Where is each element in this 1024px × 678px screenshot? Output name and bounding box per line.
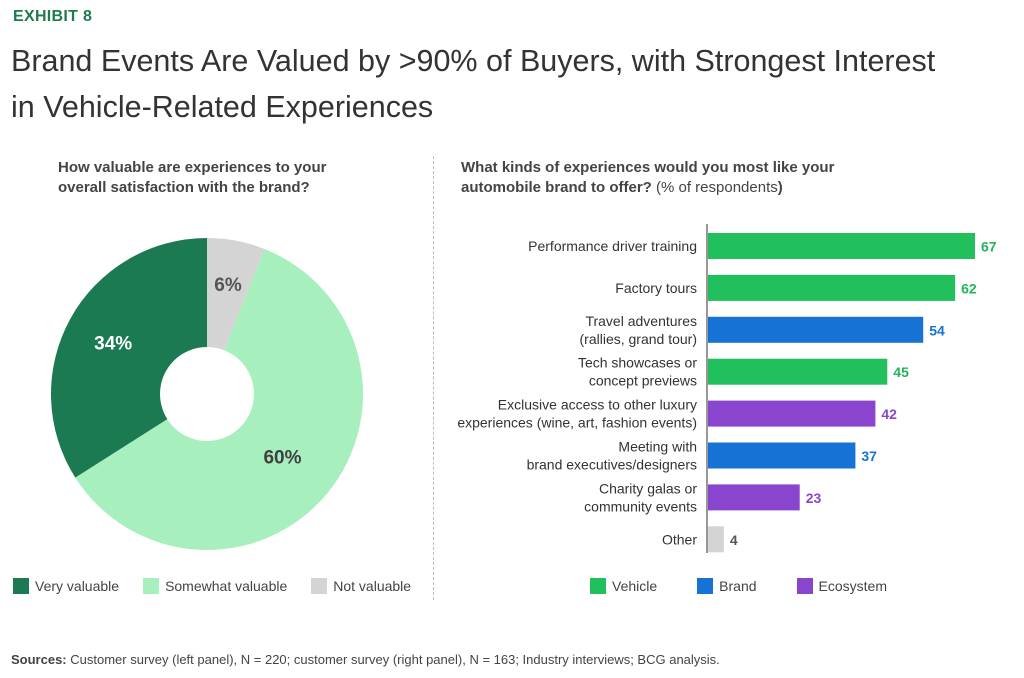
right-question-close: ) [777,179,783,196]
left-panel-question: How valuable are experiences to your ove… [58,158,368,198]
bar-category-label: brand executives/designers [527,457,697,473]
pie-label-not-valuable: 6% [214,275,242,296]
title-line-2: in Vehicle-Related Experiences [11,90,434,124]
pie-label-somewhat-valuable: 60% [263,448,301,469]
left-question-line-2: overall satisfaction with the brand? [58,179,310,196]
legend-item-brand: Brand [697,578,757,594]
bar-legend: Vehicle Brand Ecosystem [590,578,927,594]
bar-value-label: 54 [929,322,945,338]
legend-item-very-valuable: Very valuable [13,578,119,594]
legend-label-very-valuable: Very valuable [35,578,120,594]
legend-swatch-not-valuable [311,578,328,594]
legend-label-somewhat-valuable: Somewhat valuable [165,578,288,594]
panel-divider [433,156,434,600]
pie-label-very-valuable: 34% [94,334,132,355]
bar-tech-showcases-or [708,358,888,385]
bar-category-label: Meeting with [618,439,697,455]
pie-legend: Very valuable Somewhat valuable Not valuab… [13,578,435,594]
bar-travel-adventures [708,316,924,343]
bar-value-label: 42 [881,406,897,422]
sources-label: Sources: [11,652,67,667]
right-question-line-1: What kinds of experiences would you most… [461,159,835,176]
bar-exclusive-access-to-other-luxury [708,400,876,427]
legend-label-vehicle: Vehicle [612,578,658,594]
right-question-line-2-light: (% of respondents [651,179,778,196]
bar-category-label: Tech showcases or [578,355,697,371]
bar-category-label: Charity galas or [599,480,697,496]
donut-hole [160,347,254,441]
legend-swatch-somewhat-valuable [143,578,160,594]
bar-meeting-with [708,442,856,469]
legend-swatch-brand [697,578,714,594]
page-title: Brand Events Are Valued by >90% of Buyer… [11,38,1011,130]
legend-swatch-ecosystem [796,578,813,594]
bar-category-label: Factory tours [615,280,697,296]
bar-value-label: 4 [730,532,738,548]
exhibit-label: EXHIBIT 8 [13,8,93,25]
bar-performance-driver-training [708,233,975,259]
legend-label-ecosystem: Ecosystem [818,578,887,594]
bar-value-label: 45 [893,364,909,380]
bar-value-label: 67 [981,239,997,255]
bar-value-label: 23 [806,490,822,506]
legend-item-ecosystem: Ecosystem [796,578,887,594]
title-line-1: Brand Events Are Valued by >90% of Buyer… [11,44,936,78]
legend-label-brand: Brand [719,578,757,594]
legend-item-vehicle: Vehicle [590,578,657,594]
legend-swatch-very-valuable [13,578,29,594]
bar-charity-galas-or [708,484,800,511]
bar-category-label: experiences (wine, art, fashion events) [457,415,697,431]
bar-other [708,526,724,553]
legend-item-somewhat-valuable: Somewhat valuable [143,578,287,594]
bar-category-label: Travel adventures [585,313,697,329]
legend-swatch-vehicle [590,578,606,594]
right-panel-question: What kinds of experiences would you most… [461,158,901,198]
bar-factory-tours [708,274,956,301]
right-question-line-2: automobile brand to offer? (% of respond… [461,178,901,198]
bar-value-label: 62 [961,280,977,296]
left-question-line-1: How valuable are experiences to your [58,159,327,176]
bar-category-label: community events [584,498,697,514]
bar-category-label: Exclusive access to other luxury [498,397,697,413]
bar-category-label: Other [662,531,697,547]
donut-chart: 6% 60% 34% [50,237,363,550]
bar-category-label: concept previews [589,373,697,389]
bar-category-label: Performance driver training [528,238,697,254]
sources-text: Customer survey (left panel), N = 220; c… [66,652,720,667]
legend-item-not-valuable: Not valuable [311,578,411,594]
right-question-line-2-bold: automobile brand to offer? [461,179,652,196]
sources-note: Sources: Customer survey (left panel), N… [11,652,720,667]
bar-category-label: (rallies, grand tour) [580,331,698,347]
bar-value-label: 37 [861,448,877,464]
legend-label-not-valuable: Not valuable [333,578,412,594]
